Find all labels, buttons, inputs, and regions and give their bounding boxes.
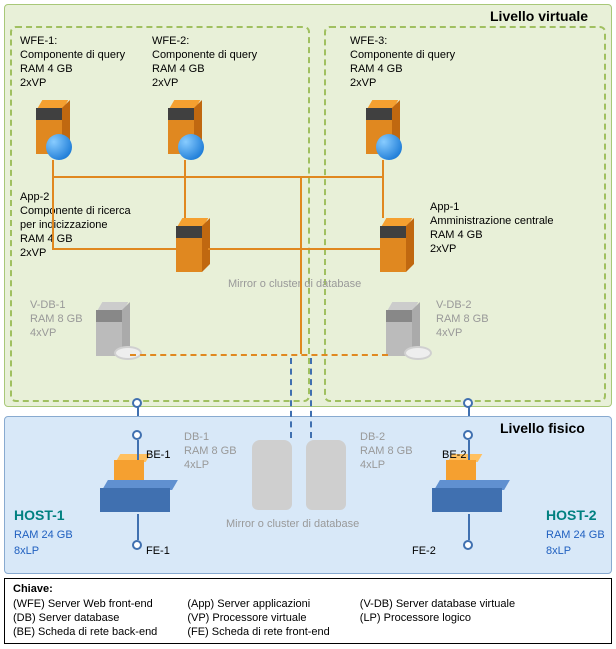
app1-ram: RAM 4 GB (430, 228, 554, 242)
line-fe1 (137, 514, 139, 540)
wfe3-name: WFE-3: (350, 34, 455, 48)
vdb1-name: V-DB-1 (30, 298, 83, 312)
line-app2-h (52, 248, 178, 250)
wfe2-role: Componente di query (152, 48, 257, 62)
db2-ram: RAM 8 GB (360, 444, 413, 458)
host1-ram: RAM 24 GB (14, 528, 73, 542)
be1-label: BE-1 (146, 448, 170, 462)
db2-icon (306, 440, 346, 510)
legend-c3l2: (LP) Processore logico (360, 611, 515, 625)
app2-server-icon (176, 218, 210, 274)
line-be1-down (137, 440, 139, 460)
legend-c2l1: (App) Server applicazioni (187, 597, 329, 611)
app2-role2: per indicizzazione (20, 218, 131, 232)
app2-name: App-2 (20, 190, 131, 204)
line-fe2 (468, 514, 470, 540)
app1-labels: App-1 Amministrazione centrale RAM 4 GB … (430, 200, 554, 256)
junc-be1 (132, 430, 142, 440)
legend-c2l2: (VP) Processore virtuale (187, 611, 329, 625)
wfe2-vp: 2xVP (152, 76, 257, 90)
legend-col3: (V-DB) Server database virtuale (LP) Pro… (360, 597, 515, 639)
legend-c2l3: (FE) Scheda di rete front-end (187, 625, 329, 639)
db1-name: DB-1 (184, 430, 237, 444)
line-center-down (300, 176, 302, 354)
vdb1-vp: 4xVP (30, 326, 83, 340)
vdb1-server-icon (96, 302, 130, 358)
db1-icon (252, 440, 292, 510)
host1-icon (100, 468, 170, 518)
wfe1-server-icon (36, 100, 70, 156)
host2-lp: 8xLP (546, 544, 571, 558)
legend-c3l1: (V-DB) Server database virtuale (360, 597, 515, 611)
db1-lp: 4xLP (184, 458, 237, 472)
db2-labels: DB-2 RAM 8 GB 4xLP (360, 430, 413, 472)
vdb2-vp: 4xVP (436, 326, 489, 340)
wfe3-ram: RAM 4 GB (350, 62, 455, 76)
vdb2-name: V-DB-2 (436, 298, 489, 312)
vdb1-ram: RAM 8 GB (30, 312, 83, 326)
db2-lp: 4xLP (360, 458, 413, 472)
legend-box: Chiave: (WFE) Server Web front-end (DB) … (4, 578, 612, 644)
junc-fe1 (132, 540, 142, 550)
wfe3-vp: 2xVP (350, 76, 455, 90)
db2-name: DB-2 (360, 430, 413, 444)
vdb2-labels: V-DB-2 RAM 8 GB 4xVP (436, 298, 489, 340)
host2-ram: RAM 24 GB (546, 528, 605, 542)
legend-c1l3: (BE) Scheda di rete back-end (13, 625, 157, 639)
wfe1-role: Componente di query (20, 48, 125, 62)
app2-role1: Componente di ricerca (20, 204, 131, 218)
host2-icon (432, 468, 502, 518)
vdb1-labels: V-DB-1 RAM 8 GB 4xVP (30, 298, 83, 340)
wfe3-labels: WFE-3: Componente di query RAM 4 GB 2xVP (350, 34, 455, 90)
junc-be2 (463, 430, 473, 440)
wfe1-name: WFE-1: (20, 34, 125, 48)
be2-label: BE-2 (442, 448, 466, 462)
physical-layer-title: Livello fisico (500, 420, 585, 436)
host1-name: HOST-1 (14, 508, 65, 522)
wfe2-labels: WFE-2: Componente di query RAM 4 GB 2xVP (152, 34, 257, 90)
vdb2-server-icon (386, 302, 420, 358)
legend-title: Chiave: (13, 583, 53, 595)
wfe2-server-icon (168, 100, 202, 156)
junc-fe2 (463, 540, 473, 550)
wfe3-server-icon (366, 100, 400, 156)
junc-host2-top (463, 398, 473, 408)
line-wfe3-down (382, 160, 384, 218)
legend-c1l2: (DB) Server database (13, 611, 157, 625)
app2-ram: RAM 4 GB (20, 232, 131, 246)
junc-host1-top (132, 398, 142, 408)
app1-vp: 2xVP (430, 242, 554, 256)
mirror-text-virtual: Mirror o cluster di database (228, 278, 361, 290)
fe2-label: FE-2 (412, 544, 436, 558)
legend-col2: (App) Server applicazioni (VP) Processor… (187, 597, 329, 639)
host2-name: HOST-2 (546, 508, 597, 522)
db1-ram: RAM 8 GB (184, 444, 237, 458)
wfe3-role: Componente di query (350, 48, 455, 62)
line-wfe1-down (52, 160, 54, 248)
mirror-text-phys: Mirror o cluster di database (226, 518, 359, 530)
line-db-dash-r (310, 358, 312, 438)
line-db-dash-l (290, 358, 292, 438)
legend-col1: (WFE) Server Web front-end (DB) Server d… (13, 597, 157, 639)
app1-server-icon (380, 218, 414, 274)
line-vdb-dash (130, 354, 388, 356)
app1-role1: Amministrazione centrale (430, 214, 554, 228)
virtual-layer-title: Livello virtuale (490, 8, 588, 24)
host1-lp: 8xLP (14, 544, 39, 558)
line-apps-h (208, 248, 380, 250)
wfe1-ram: RAM 4 GB (20, 62, 125, 76)
wfe2-name: WFE-2: (152, 34, 257, 48)
db1-labels: DB-1 RAM 8 GB 4xLP (184, 430, 237, 472)
line-be2-down (468, 440, 470, 460)
wfe1-labels: WFE-1: Componente di query RAM 4 GB 2xVP (20, 34, 125, 90)
wfe2-ram: RAM 4 GB (152, 62, 257, 76)
line-wfe2-down (184, 160, 186, 218)
wfe1-vp: 2xVP (20, 76, 125, 90)
vdb2-ram: RAM 8 GB (436, 312, 489, 326)
line-wfe-bus (52, 176, 384, 178)
legend-c1l1: (WFE) Server Web front-end (13, 597, 157, 611)
app1-name: App-1 (430, 200, 554, 214)
fe1-label: FE-1 (146, 544, 170, 558)
